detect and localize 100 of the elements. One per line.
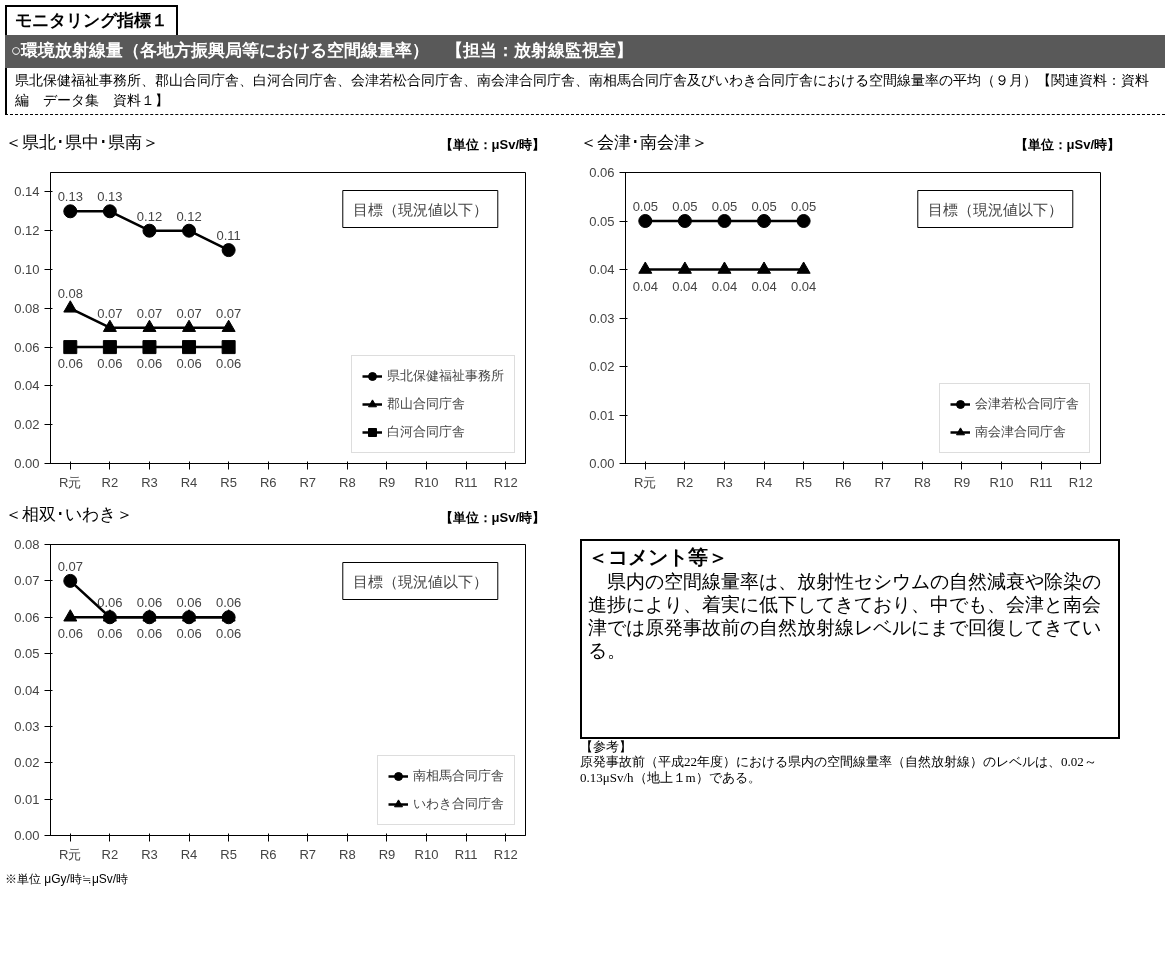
x-tick-label: R10 [414,846,439,862]
annotation: 目標（現況値以下） [352,572,488,590]
text: 県北保健福祉事務所、郡山合同庁舎、白河合同庁舎、会津若松合同庁舎、南会津合同庁舎、南相馬合同庁舎及びいわき合同庁舎における空間線量率の平均（９月）【関連資料：資料編 データ集 資料１】 [5,67,1165,115]
text: ○環境放射線量（各地方振興局等における空間線量率） 【担当：放射線監視室】 [5,35,1165,68]
data-label: 0.07 [176,305,202,321]
data-label: 0.05 [711,198,738,214]
text: ※単位 μGy/時≒μSv/時 [5,871,129,889]
data-label: 0.07 [215,305,242,321]
data-label: 0.13 [97,189,123,205]
x-tick-label: R7 [299,474,317,490]
x-tick-label: R8 [914,474,931,490]
y-tick-label: 0.02 [14,755,40,771]
data-label: 0.04 [632,278,658,294]
data-label: 0.06 [57,626,83,642]
data-label: 0.04 [711,278,738,294]
y-tick-label: 0.01 [589,407,615,423]
y-tick-label: 0.12 [14,223,40,239]
y-tick-label: 0.06 [14,609,40,625]
data-label: 0.06 [215,626,242,642]
y-tick-label: 0.08 [14,300,40,316]
text: モニタリング指標１ [5,5,178,36]
y-tick-label: 0.02 [589,358,615,374]
text: 【単位：μSv/時】 [1014,136,1120,155]
x-tick-label: R10 [414,474,439,490]
y-tick-label: 0.00 [14,828,40,844]
legend-label: 白河合同庁舎 [387,422,465,441]
x-tick-label: R5 [220,474,237,490]
y-tick-label: 0.04 [589,261,615,277]
y-tick-label: 0.04 [14,378,40,394]
data-label: 0.07 [136,305,163,321]
x-tick-label: R12 [1068,474,1093,490]
y-tick-label: 0.05 [14,646,40,662]
x-tick-label: R8 [339,846,356,862]
x-tick-label: R12 [493,474,518,490]
x-tick-label: R11 [454,474,478,490]
text: 【単位：μSv/時】 [439,136,545,155]
y-tick-label: 0.00 [589,455,615,471]
legend-label: 南会津合同庁舎 [975,422,1066,441]
x-tick-label: R元 [634,474,657,490]
x-tick-label: R6 [259,474,277,490]
y-tick-label: 0.07 [14,573,40,589]
data-label: 0.06 [176,626,202,642]
data-label: 0.05 [672,198,698,214]
data-label: 0.06 [57,355,83,371]
y-tick-label: 0.03 [589,310,615,326]
x-tick-label: R2 [101,474,119,490]
data-label: 0.06 [215,355,242,371]
x-tick-label: R11 [454,846,478,862]
x-tick-label: R11 [1029,474,1053,490]
x-tick-label: R5 [220,846,237,862]
data-label: 0.05 [790,198,817,214]
data-label: 0.05 [751,198,777,214]
data-label: 0.04 [672,278,698,294]
y-tick-label: 0.03 [14,719,40,734]
y-tick-label: 0.06 [589,164,615,180]
chart-title: ＜相双･いわき＞ [5,503,133,526]
data-label: 0.06 [97,626,123,642]
data-label: 0.07 [97,305,123,321]
data-label: 0.06 [136,595,163,611]
x-tick-label: R5 [795,474,812,490]
data-label: 0.12 [136,208,163,224]
data-label: 0.07 [57,559,83,574]
data-label: 0.06 [176,595,202,611]
data-label: 0.13 [57,189,83,205]
x-tick-label: R3 [716,474,733,490]
y-tick-label: 0.02 [14,417,40,433]
annotation: 目標（現況値以下） [927,200,1063,218]
annotation: 目標（現況値以下） [352,200,488,218]
y-tick-label: 0.08 [14,537,40,553]
x-tick-label: R元 [59,474,82,490]
x-tick-label: R6 [834,474,852,490]
x-tick-label: R7 [299,846,317,862]
legend-label: 会津若松合同庁舎 [975,394,1079,413]
data-label: 0.12 [176,208,202,224]
y-tick-label: 0.04 [14,682,40,698]
text: ＜コメント等＞ [588,544,729,570]
y-tick-label: 0.10 [14,261,40,277]
x-tick-label: R2 [101,846,119,862]
text: 【参考】 [580,738,633,755]
x-tick-label: R10 [989,474,1014,490]
data-label: 0.04 [751,278,777,294]
x-tick-label: R元 [59,846,82,862]
x-tick-label: R8 [339,474,356,490]
y-tick-label: 0.14 [14,184,40,200]
data-label: 0.06 [97,595,123,611]
data-label: 0.08 [57,286,83,302]
data-label: 0.06 [136,626,163,642]
x-tick-label: R7 [874,474,892,490]
x-tick-label: R4 [755,474,773,490]
x-tick-label: R3 [141,846,158,862]
legend-label: 南相馬合同庁舎 [413,767,504,786]
chart-title: ＜会津･南会津＞ [580,131,708,154]
y-tick-label: 0.00 [14,455,40,471]
y-tick-label: 0.01 [14,791,40,807]
x-tick-label: R9 [953,474,971,490]
data-label: 0.06 [136,355,163,371]
text: 【単位：μSv/時】 [439,508,545,527]
x-tick-label: R3 [141,474,158,490]
data-label: 0.11 [216,227,241,243]
data-label: 0.06 [215,595,242,611]
